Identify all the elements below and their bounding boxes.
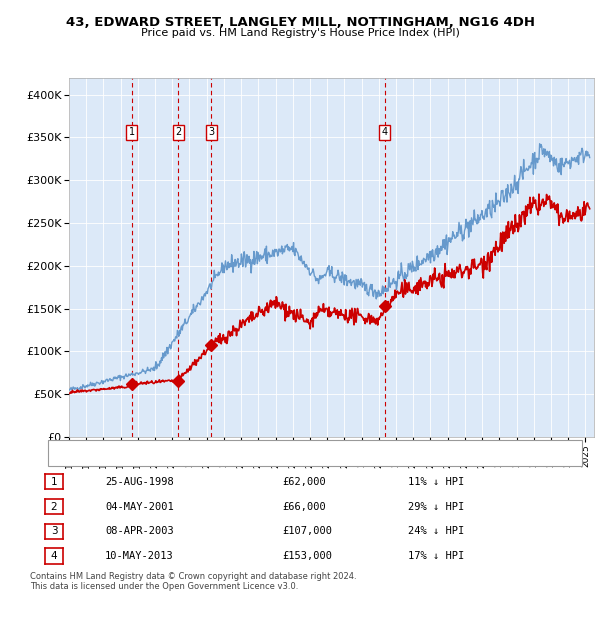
Text: ——: —— bbox=[58, 453, 83, 466]
Text: 3: 3 bbox=[208, 127, 214, 137]
Text: 04-MAY-2001: 04-MAY-2001 bbox=[105, 502, 174, 512]
Text: £66,000: £66,000 bbox=[282, 502, 326, 512]
Text: HPI: Average price, detached house, Amber Valley: HPI: Average price, detached house, Ambe… bbox=[89, 455, 316, 464]
Text: 17% ↓ HPI: 17% ↓ HPI bbox=[408, 551, 464, 561]
Text: 08-APR-2003: 08-APR-2003 bbox=[105, 526, 174, 536]
Text: 1: 1 bbox=[128, 127, 135, 137]
Text: 29% ↓ HPI: 29% ↓ HPI bbox=[408, 502, 464, 512]
Text: £153,000: £153,000 bbox=[282, 551, 332, 561]
Text: 43, EDWARD STREET, LANGLEY MILL, NOTTINGHAM, NG16 4DH (detached house): 43, EDWARD STREET, LANGLEY MILL, NOTTING… bbox=[89, 443, 455, 452]
Text: 10-MAY-2013: 10-MAY-2013 bbox=[105, 551, 174, 561]
Text: 3: 3 bbox=[50, 526, 58, 536]
Text: 2: 2 bbox=[50, 502, 58, 512]
Text: 1: 1 bbox=[50, 477, 58, 487]
Text: £107,000: £107,000 bbox=[282, 526, 332, 536]
Text: 4: 4 bbox=[50, 551, 58, 561]
Text: £62,000: £62,000 bbox=[282, 477, 326, 487]
Text: 25-AUG-1998: 25-AUG-1998 bbox=[105, 477, 174, 487]
Text: 4: 4 bbox=[382, 127, 388, 137]
Text: ——: —— bbox=[58, 441, 83, 454]
Text: 43, EDWARD STREET, LANGLEY MILL, NOTTINGHAM, NG16 4DH: 43, EDWARD STREET, LANGLEY MILL, NOTTING… bbox=[65, 16, 535, 29]
Text: Contains HM Land Registry data © Crown copyright and database right 2024.
This d: Contains HM Land Registry data © Crown c… bbox=[30, 572, 356, 591]
Text: 24% ↓ HPI: 24% ↓ HPI bbox=[408, 526, 464, 536]
Text: Price paid vs. HM Land Registry's House Price Index (HPI): Price paid vs. HM Land Registry's House … bbox=[140, 28, 460, 38]
Text: 2: 2 bbox=[175, 127, 181, 137]
Text: 11% ↓ HPI: 11% ↓ HPI bbox=[408, 477, 464, 487]
